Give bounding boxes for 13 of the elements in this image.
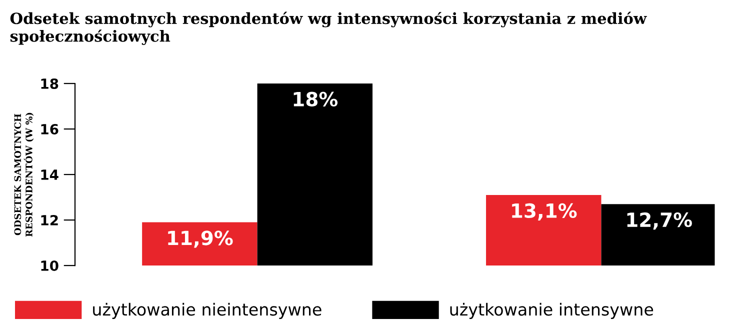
legend-label: użytkowanie nieintensywne	[93, 302, 322, 319]
data-label: 11,9%	[168, 230, 233, 248]
y-axis-title: ODSETEK SAMOTNYCH RESPONDENTÓW (W %)	[14, 112, 34, 237]
y-tick-label: 18	[41, 78, 58, 89]
y-tick-label: 12	[41, 214, 58, 226]
data-label: 13,1%	[512, 203, 577, 220]
y-tick-label: 16	[41, 124, 58, 134]
data-label: 12,7%	[627, 212, 692, 230]
y-tick-label: 14	[41, 170, 58, 180]
chart-title: Odsetek samotnych respondentów wg intensywności korzystania z mediów społecznościowych	[10, 12, 647, 45]
y-tick-label: 10	[41, 260, 58, 272]
legend-label: użytkowanie intensywne	[450, 302, 654, 319]
data-label: 18%	[294, 92, 338, 107]
